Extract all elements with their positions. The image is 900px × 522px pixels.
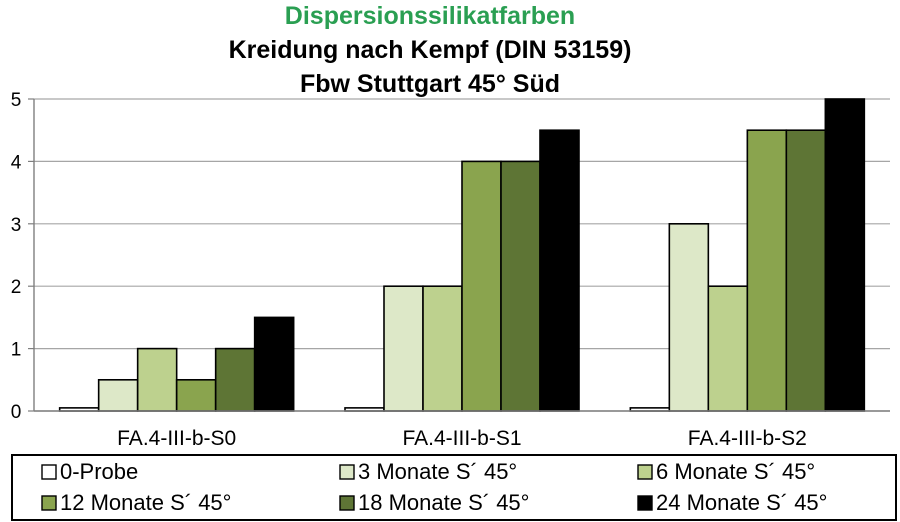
bar	[707, 285, 749, 412]
bars	[58, 98, 866, 412]
bar	[422, 285, 463, 412]
x-axis-labels: FA.4-III-b-S0 FA.4-III-b-S1 FA.4-III-b-S2	[117, 427, 807, 450]
legend-entry: 0-Probe	[60, 459, 138, 484]
legend-swatch	[339, 464, 355, 480]
x-tick-label: FA.4-III-b-S1	[402, 427, 521, 450]
bar	[461, 160, 502, 412]
bar	[785, 129, 827, 412]
y-tick-label: 1	[11, 340, 22, 361]
legend-border	[11, 454, 897, 521]
legend-swatch	[41, 464, 57, 480]
legend-swatch	[41, 495, 57, 511]
chart-title-group: Dispersionssilikatfarben Kreidung nach K…	[229, 2, 632, 98]
bar	[824, 98, 866, 412]
axes	[33, 99, 890, 412]
bar	[539, 129, 580, 412]
y-tick-label: 2	[11, 277, 22, 298]
x-tick-label: FA.4-III-b-S2	[688, 427, 807, 450]
bar	[175, 378, 217, 412]
y-tick-label: 0	[11, 402, 22, 423]
y-tick-label: 5	[11, 90, 22, 111]
legend-entry: 24 Monate S´ 45°	[656, 490, 827, 515]
legend-entry: 12 Monate S´ 45°	[60, 490, 231, 515]
bar	[668, 223, 710, 412]
bar	[214, 347, 256, 412]
bar	[746, 129, 788, 412]
bar	[253, 316, 295, 412]
y-tick-label: 3	[11, 215, 22, 236]
legend-swatch	[637, 495, 653, 511]
chart-subtitle-line-2: Fbw Stuttgart 45° Süd	[300, 70, 560, 98]
legend-entry: 6 Monate S´ 45°	[656, 459, 815, 484]
legend-entry: 18 Monate S´ 45°	[358, 490, 529, 515]
legend: 0-Probe 3 Monate S´ 45° 6 Monate S´ 45° 12 …	[11, 454, 897, 521]
bar	[97, 378, 139, 412]
y-axis-ticks: 0 1 2 3 4 5	[11, 90, 34, 423]
bar	[136, 347, 178, 412]
x-tick-label: FA.4-III-b-S0	[117, 427, 236, 450]
y-tick-label: 4	[11, 152, 22, 173]
legend-entry: 3 Monate S´ 45°	[358, 459, 517, 484]
legend-swatch	[339, 495, 355, 511]
bar	[383, 285, 424, 412]
legend-swatch	[637, 464, 653, 480]
chart-title: Dispersionssilikatfarben	[285, 2, 575, 30]
chart-subtitle-line-1: Kreidung nach Kempf (DIN 53159)	[229, 36, 632, 64]
bar	[500, 160, 541, 412]
